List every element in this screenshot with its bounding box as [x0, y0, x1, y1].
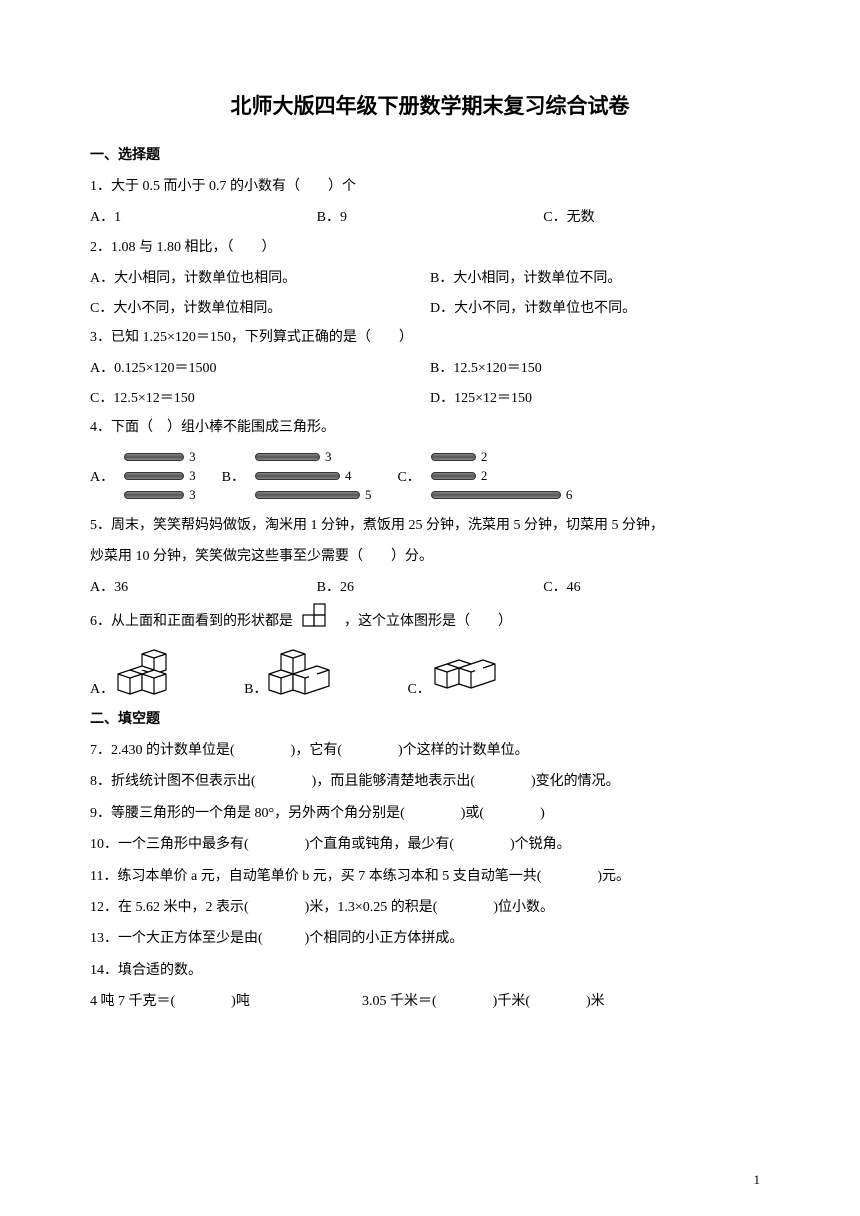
q5-opt-b: B．26 [317, 573, 544, 602]
stick-icon [124, 472, 184, 480]
q2-options-2: C．大小不同，计数单位相同。 D．大小不同，计数单位也不同。 [90, 294, 770, 323]
stick-label: 2 [481, 468, 488, 484]
q11: 11．练习本单价 a 元，自动笔单价 b 元，买 7 本练习本和 5 支自动笔一… [90, 862, 770, 891]
q6-opt-a-letter: A． [90, 678, 114, 698]
q2-opt-d: D．大小不同，计数单位也不同。 [430, 294, 770, 323]
q9: 9．等腰三角形的一个角是 80°，另外两个角分别是( )或( ) [90, 799, 770, 828]
cube-icon-a [114, 648, 184, 698]
stick-icon [431, 472, 476, 480]
q4-opt-c-sticks: 2 2 6 [431, 449, 573, 503]
q2-text: 2．1.08 与 1.80 相比，（ ） [90, 233, 770, 262]
stick-label: 6 [566, 487, 573, 503]
q6-opt-a: A． [90, 648, 184, 698]
q3-options-2: C．12.5×12＝150 D．125×12＝150 [90, 384, 770, 413]
q6-options: A． B． [90, 648, 770, 698]
q1-opt-c: C．无数 [543, 203, 770, 232]
q4-opt-c-letter: C． [397, 466, 420, 486]
q4-text: 4．下面（ ）组小棒不能围成三角形。 [90, 413, 770, 442]
page-number: 1 [754, 1172, 761, 1188]
q14-row: 4 吨 7 千克＝( )吨 3.05 千米＝( )千米( )米 [90, 987, 770, 1016]
section-2-heading: 二、填空题 [90, 708, 770, 728]
stick-row: 3 [124, 468, 196, 484]
stick-icon [255, 472, 340, 480]
stick-row: 2 [431, 449, 573, 465]
q1-text: 1．大于 0.5 而小于 0.7 的小数有（ ）个 [90, 172, 770, 201]
cube-icon-b [267, 648, 347, 698]
stick-label: 3 [325, 449, 332, 465]
q4-opt-b-sticks: 345 [255, 449, 372, 503]
q4-opt-a-letter: A． [90, 466, 114, 486]
q7: 7．2.430 的计数单位是( )，它有( )个这样的计数单位。 [90, 736, 770, 765]
q6-shape-icon [301, 603, 337, 640]
q14: 14．填合适的数。 [90, 956, 770, 985]
q2-options-1: A．大小相同，计数单位也相同。 B．大小相同，计数单位不同。 [90, 264, 770, 293]
stick-label: 3 [189, 449, 196, 465]
stick-icon [255, 453, 320, 461]
q6-before: 6．从上面和正面看到的形状都是 [90, 614, 293, 629]
stick-icon [124, 453, 184, 461]
q10: 10．一个三角形中最多有( )个直角或钝角，最少有( )个锐角。 [90, 830, 770, 859]
q2-opt-a: A．大小相同，计数单位也相同。 [90, 264, 430, 293]
q6-opt-b: B． [244, 648, 347, 698]
q8: 8．折线统计图不但表示出( )，而且能够清楚地表示出( )变化的情况。 [90, 767, 770, 796]
page-title: 北师大版四年级下册数学期末复习综合试卷 [90, 90, 770, 120]
stick-row: 5 [255, 487, 372, 503]
q1-opt-a: A．1 [90, 203, 317, 232]
cube-icon-c [431, 654, 511, 698]
stick-icon [255, 491, 360, 499]
stick-label: 3 [189, 487, 196, 503]
q6-opt-b-letter: B． [244, 678, 267, 698]
q4-options: A． 333 B． 345 C． 226 [90, 449, 770, 503]
q3-text: 3．已知 1.25×120＝150，下列算式正确的是（ ） [90, 323, 770, 352]
stick-row: 4 [255, 468, 372, 484]
stick-icon [124, 491, 184, 499]
q4-opt-b-letter: B． [222, 466, 245, 486]
stick-label: 3 [189, 468, 196, 484]
section-1-heading: 一、选择题 [90, 144, 770, 164]
q6-opt-c-letter: C． [407, 678, 430, 698]
q6-after: ，这个立体图形是（ ） [344, 614, 512, 629]
stick-icon [431, 491, 561, 499]
q2-opt-b: B．大小相同，计数单位不同。 [430, 264, 770, 293]
q2-opt-c: C．大小不同，计数单位相同。 [90, 294, 430, 323]
q3-opt-a: A．0.125×120＝1500 [90, 354, 430, 383]
q3-opt-c: C．12.5×12＝150 [90, 384, 430, 413]
q13: 13．一个大正方体至少是由( )个相同的小正方体拼成。 [90, 924, 770, 953]
stick-row: 2 [431, 468, 573, 484]
q5-options: A．36 B．26 C．46 [90, 573, 770, 602]
stick-icon [431, 453, 476, 461]
q6-opt-c: C． [407, 654, 510, 698]
stick-label: 4 [345, 468, 352, 484]
q3-opt-d: D．125×12＝150 [430, 384, 770, 413]
q5-opt-a: A．36 [90, 573, 317, 602]
stick-row: 3 [255, 449, 372, 465]
q3-options-1: A．0.125×120＝1500 B．12.5×120＝150 [90, 354, 770, 383]
q14a: 4 吨 7 千克＝( )吨 [90, 987, 362, 1016]
q12: 12．在 5.62 米中，2 表示( )米，1.3×0.25 的积是( )位小数… [90, 893, 770, 922]
stick-row: 3 [124, 449, 196, 465]
q1-opt-b: B．9 [317, 203, 544, 232]
q5-text: 5．周末，笑笑帮妈妈做饭，淘米用 1 分钟，煮饭用 25 分钟，洗菜用 5 分钟… [90, 511, 770, 540]
stick-label: 2 [481, 449, 488, 465]
q5-opt-c: C．46 [543, 573, 770, 602]
q6-text: 6．从上面和正面看到的形状都是 ，这个立体图形是（ ） [90, 603, 770, 640]
stick-row: 6 [431, 487, 573, 503]
stick-label: 5 [365, 487, 372, 503]
stick-row: 3 [124, 487, 196, 503]
q4-opt-a-sticks: 3 3 3 [124, 449, 196, 503]
q14b: 3.05 千米＝( )千米( )米 [362, 987, 770, 1016]
q3-opt-b: B．12.5×120＝150 [430, 354, 770, 383]
q5-text2: 炒菜用 10 分钟，笑笑做完这些事至少需要（ ）分。 [90, 542, 770, 571]
q1-options: A．1 B．9 C．无数 [90, 203, 770, 232]
